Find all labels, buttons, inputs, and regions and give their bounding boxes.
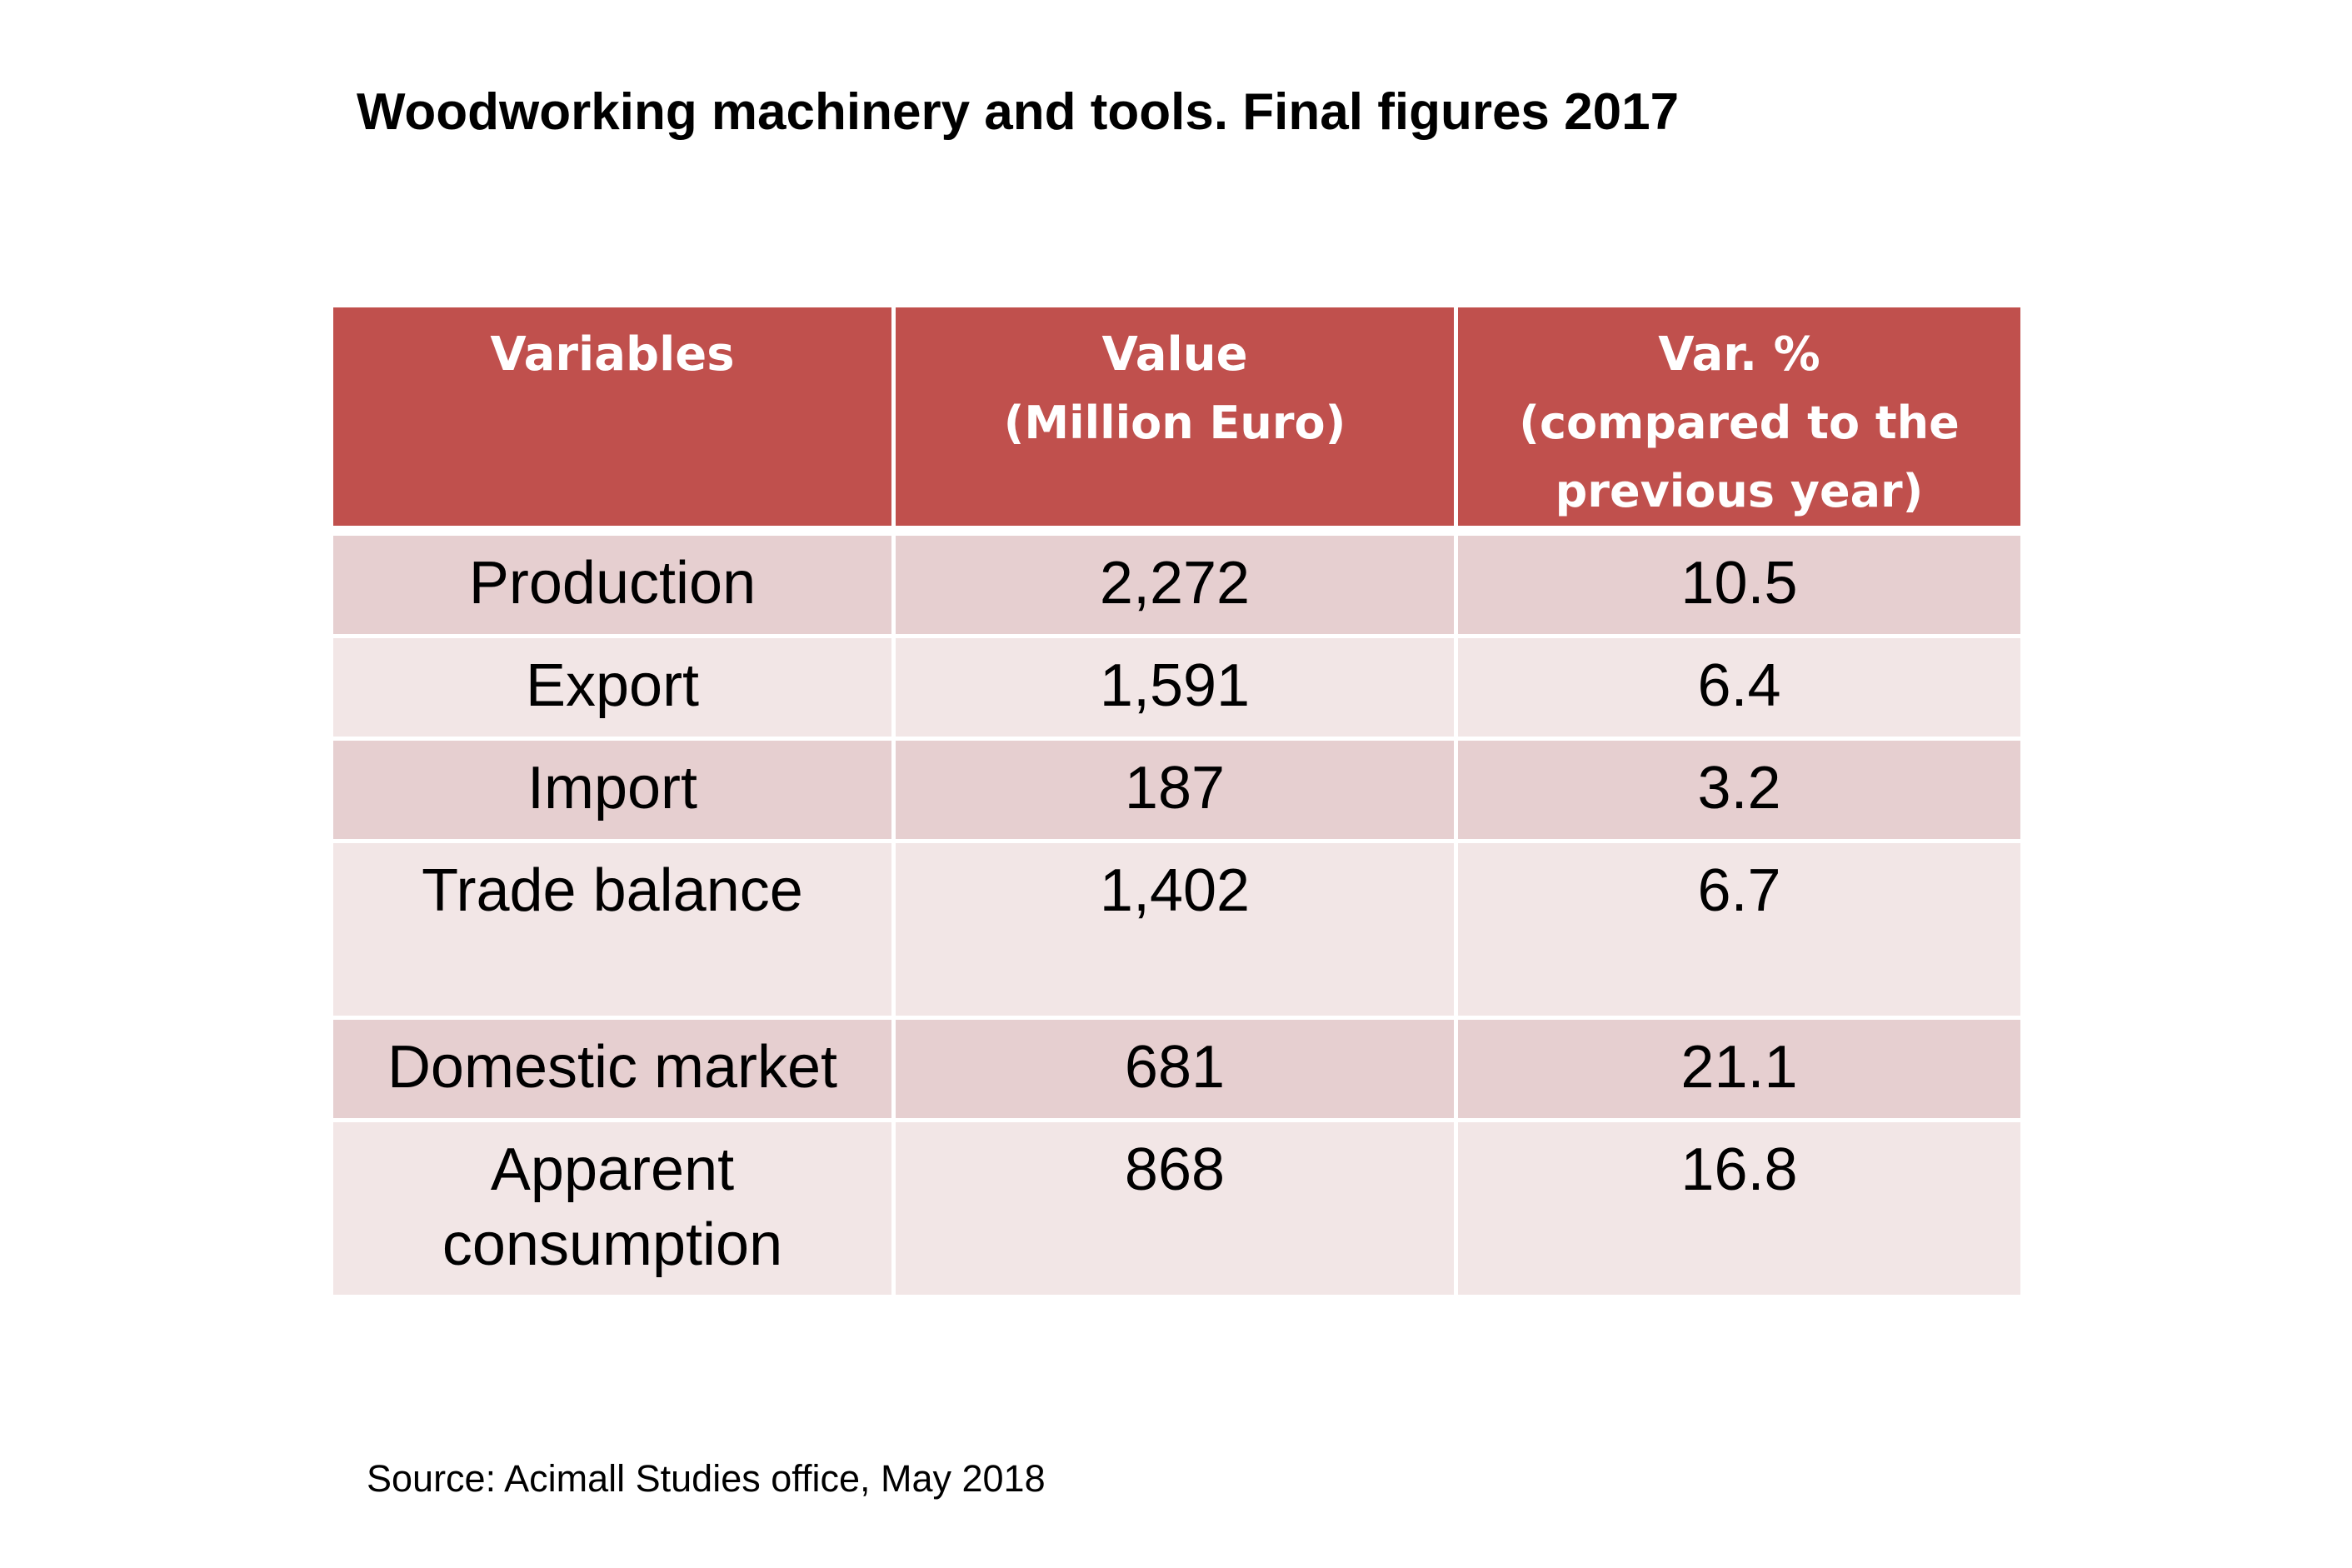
column-header-value: Value (Million Euro): [896, 307, 1458, 536]
cell-variable: Production: [333, 536, 896, 638]
column-header-sublabel: (Million Euro): [1003, 397, 1346, 449]
table-row: Domestic market 681 21.1: [333, 1020, 2020, 1122]
cell-var-pct: 16.8: [1458, 1122, 2020, 1299]
chart-title: Woodworking machinery and tools. Final f…: [357, 83, 1680, 141]
column-header-var-pct: Var. % (compared to the previous year): [1458, 307, 2020, 536]
table-row: Apparent consumption 868 16.8: [333, 1122, 2020, 1299]
table-row: Import 187 3.2: [333, 741, 2020, 843]
cell-value: 2,272: [896, 536, 1458, 638]
source-note: Source: Acimall Studies office, May 2018: [367, 1457, 1046, 1500]
cell-var-pct: 6.7: [1458, 843, 2020, 1020]
cell-variable: Export: [333, 638, 896, 741]
cell-value: 868: [896, 1122, 1458, 1299]
column-header-label: Variables: [490, 327, 735, 382]
cell-value: 187: [896, 741, 1458, 843]
table-row: Export 1,591 6.4: [333, 638, 2020, 741]
cell-value: 1,402: [896, 843, 1458, 1020]
column-header-label: Var. %: [1658, 327, 1820, 382]
table-row: Trade balance 1,402 6.7: [333, 843, 2020, 1020]
cell-var-pct: 3.2: [1458, 741, 2020, 843]
cell-var-pct: 21.1: [1458, 1020, 2020, 1122]
table-row: Production 2,272 10.5: [333, 536, 2020, 638]
cell-value: 1,591: [896, 638, 1458, 741]
data-table: Variables Value (Million Euro) Var. % (c…: [333, 307, 2020, 1299]
cell-variable: Apparent consumption: [333, 1122, 896, 1299]
cell-variable: Domestic market: [333, 1020, 896, 1122]
cell-variable: Import: [333, 741, 896, 843]
cell-variable: Trade balance: [333, 843, 896, 1020]
cell-value: 681: [896, 1020, 1458, 1122]
table-header-row: Variables Value (Million Euro) Var. % (c…: [333, 307, 2020, 536]
column-header-label: Value: [1101, 327, 1248, 382]
cell-var-pct: 6.4: [1458, 638, 2020, 741]
column-header-sublabel: (compared to the previous year): [1519, 397, 1960, 517]
cell-var-pct: 10.5: [1458, 536, 2020, 638]
column-header-variables: Variables: [333, 307, 896, 536]
